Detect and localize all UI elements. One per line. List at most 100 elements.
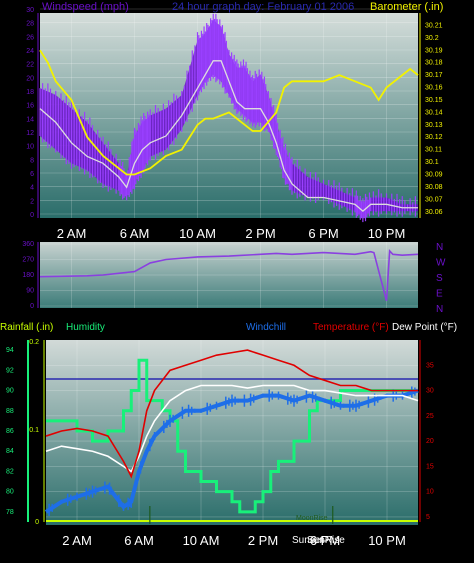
windspeed-tick-label: 12 (26, 130, 34, 137)
humidity-tick-label: 90 (6, 388, 14, 395)
temperature-tick-label: 20 (426, 438, 434, 445)
barometer-tick-label: 30.17 (425, 72, 443, 79)
wind-direction-line (39, 248, 419, 302)
gust-line (39, 60, 418, 213)
humidity-tick-label: 86 (6, 428, 14, 435)
barometer-tick-label: 30.16 (425, 85, 443, 92)
windchill-label: Windchill (246, 322, 286, 333)
chart-title: 24 hour graph day: February 01 2006 (172, 1, 354, 13)
barometer-tick-label: 30.08 (425, 184, 443, 191)
rainfall-tick-label: 0.2 (29, 339, 39, 346)
x-axis-label: 2 AM (57, 226, 87, 241)
temperature-label: Temperature (°F) (313, 322, 389, 333)
x-axis-label: 6 PM (310, 533, 340, 548)
top-right-ticks: 30.06 30.07 30.08 30.09 30.1 30.11 30.12 30.13 3… (419, 13, 443, 218)
x-axis-labels-top: 2 AM 6 AM 10 AM 2 PM 6 PM 10 PM (57, 226, 406, 241)
direction-tick-label: 270 (22, 257, 34, 264)
temperature-line (45, 349, 418, 479)
barometer-tick-label: 30.1 (425, 159, 439, 166)
dewpoint-label: Dew Point (°F) (392, 322, 457, 333)
barometer-tick-label: 30.15 (425, 97, 443, 104)
barometer-tick-label: 30.14 (425, 109, 443, 116)
direction-tick-label: 90 (26, 288, 34, 295)
direction-tick-label: 180 (22, 272, 34, 279)
humidity-tick-label: 88 (6, 408, 14, 415)
windspeed-tick-label: 30 (26, 7, 34, 14)
dewpoint-line (45, 384, 419, 473)
barometer-line (39, 49, 419, 176)
x-axis-label: 6 AM (120, 226, 150, 241)
barometer-tick-label: 30.06 (425, 209, 443, 216)
barometer-tick-label: 30.18 (425, 60, 443, 67)
x-axis-label: 10 AM (183, 533, 220, 548)
bottom-series (44, 349, 419, 524)
windspeed-tick-label: 24 (26, 48, 34, 55)
top-panel-background (40, 13, 418, 218)
x-axis-label: 2 AM (62, 533, 92, 548)
barometer-label: Barometer (.in) (370, 1, 443, 13)
windspeed-label: Windspeed (mph) (42, 1, 129, 13)
humidity-line (46, 358, 418, 514)
middle-series (39, 248, 419, 302)
barometer-tick-label: 30.19 (425, 47, 443, 54)
compass-label: E (436, 289, 443, 300)
temperature-tick-label: 25 (426, 413, 434, 420)
compass-label: N (436, 242, 443, 253)
windspeed-tick-label: 0 (30, 212, 34, 219)
x-axis-label: 10 AM (179, 226, 216, 241)
x-axis-label: 2 PM (248, 533, 278, 548)
bottom-ticks: 0 0.1 0.2 78 80 82 84 86 88 90 92 94 5 10 15 20 25 30 35 (6, 339, 434, 526)
x-axis-label: 6 PM (308, 226, 338, 241)
barometer-tick-label: 30.2 (425, 35, 439, 42)
windspeed-tick-label: 22 (26, 62, 34, 69)
humidity-tick-label: 80 (6, 489, 14, 496)
windspeed-tick-label: 28 (26, 21, 34, 28)
direction-tick-label: 0 (30, 303, 34, 310)
compass-label: W (436, 258, 446, 269)
middle-ticks: 0 90 180 270 360 (22, 241, 39, 310)
humidity-tick-label: 82 (6, 468, 14, 475)
barometer-tick-label: 30.12 (425, 134, 443, 141)
x-axis-label: 2 PM (245, 226, 275, 241)
rainfall-tick-label: 0 (35, 519, 39, 526)
windspeed-tick-label: 16 (26, 103, 34, 110)
temperature-tick-label: 5 (426, 514, 430, 521)
temperature-tick-label: 10 (426, 489, 434, 496)
windspeed-tick-label: 2 (30, 198, 34, 205)
windspeed-tick-label: 4 (30, 185, 34, 192)
barometer-tick-label: 30.09 (425, 172, 443, 179)
barometer-tick-label: 30.13 (425, 122, 443, 129)
windspeed-tick-label: 18 (26, 89, 34, 96)
bottom-grid (46, 340, 418, 522)
top-series (39, 13, 419, 223)
x-axis-label: 6 AM (124, 533, 154, 548)
direction-tick-label: 360 (22, 241, 34, 248)
windspeed-tick-label: 20 (26, 75, 34, 82)
windspeed-tick-label: 26 (26, 34, 34, 41)
humidity-label: Humidity (66, 322, 105, 333)
windspeed-tick-label: 10 (26, 144, 34, 151)
windspeed-tick-label: 14 (26, 116, 34, 123)
temperature-tick-label: 30 (426, 388, 434, 395)
sunrise-label: SunRise (307, 535, 345, 546)
temperature-tick-label: 15 (426, 463, 434, 470)
humidity-tick-label: 94 (6, 347, 14, 354)
moonrise-label: MoonRise (296, 515, 328, 522)
humidity-tick-label: 78 (6, 509, 14, 516)
humidity-tick-label: 84 (6, 448, 14, 455)
temperature-tick-label: 35 (426, 362, 434, 369)
humidity-tick-label: 92 (6, 367, 14, 374)
windspeed-tick-label: 6 (30, 171, 34, 178)
barometer-tick-label: 30.11 (425, 147, 442, 154)
compass-label: S (436, 273, 443, 284)
rainfall-label: Rainfall (.in) (0, 322, 53, 333)
windchill-line (44, 388, 419, 514)
x-axis-label: 10 PM (368, 533, 406, 548)
barometer-tick-label: 30.21 (425, 22, 443, 29)
sunset-label: Sunset (292, 535, 323, 546)
compass-label: N (436, 304, 443, 315)
x-axis-labels-bottom: 2 AM 6 AM 10 AM 2 PM 6 PM 10 PM (62, 533, 406, 548)
